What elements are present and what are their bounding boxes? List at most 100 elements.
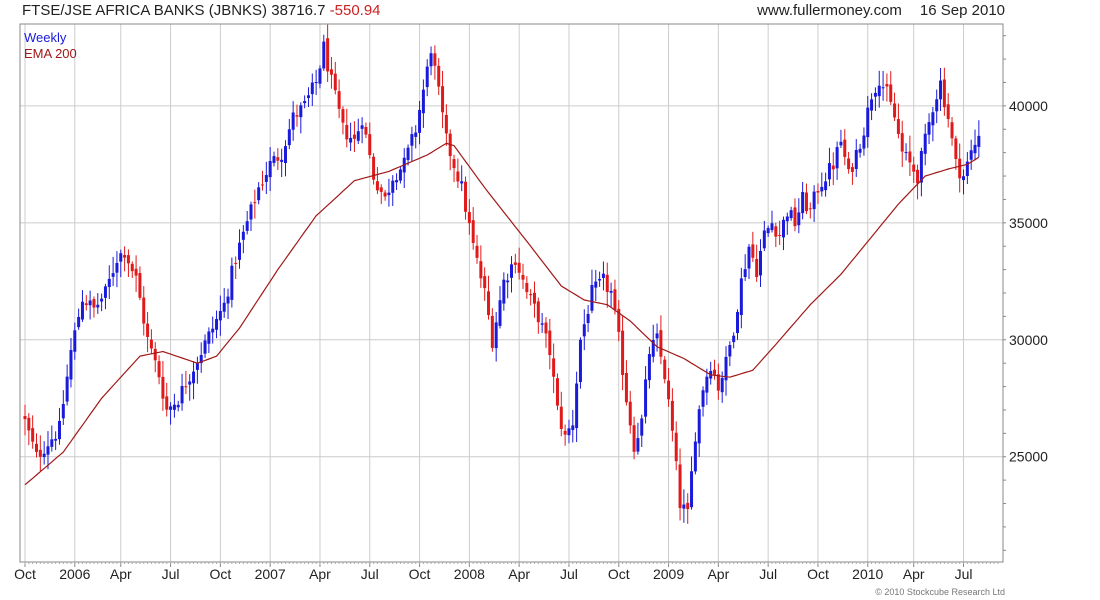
candle bbox=[873, 87, 877, 111]
candle bbox=[510, 256, 513, 293]
candle bbox=[552, 343, 556, 394]
candle bbox=[42, 441, 46, 465]
candle-body bbox=[950, 122, 954, 139]
candle bbox=[724, 346, 728, 396]
candle-body bbox=[395, 180, 399, 183]
site-link[interactable]: www.fullermoney.com bbox=[757, 2, 902, 19]
x-tick-label: Apr bbox=[707, 566, 729, 582]
candle-body bbox=[107, 278, 111, 288]
candle-body bbox=[667, 380, 671, 400]
candle-body bbox=[452, 159, 456, 169]
candle bbox=[138, 266, 142, 301]
y-tick-label: 30000 bbox=[1009, 332, 1048, 348]
candle-body bbox=[598, 278, 602, 281]
candle-body bbox=[410, 134, 414, 146]
candle-body bbox=[487, 291, 491, 316]
candle bbox=[188, 374, 192, 401]
candle-body bbox=[927, 122, 931, 135]
candle-body bbox=[502, 279, 506, 304]
x-tick-label: Jul bbox=[361, 566, 379, 582]
candle bbox=[123, 246, 127, 272]
candle bbox=[494, 312, 498, 362]
candle bbox=[870, 93, 874, 121]
candle-body bbox=[418, 109, 422, 133]
candle bbox=[797, 198, 801, 234]
candle-body bbox=[372, 156, 376, 180]
candle bbox=[693, 432, 697, 475]
x-tick-label: Oct bbox=[409, 566, 431, 582]
candle bbox=[789, 206, 793, 221]
candle bbox=[92, 296, 96, 318]
candle bbox=[854, 139, 858, 177]
candle bbox=[337, 79, 341, 119]
candle bbox=[900, 120, 904, 168]
candle-body bbox=[306, 95, 310, 99]
candle-body bbox=[758, 250, 762, 276]
candle bbox=[770, 210, 774, 233]
candle bbox=[559, 391, 563, 437]
candle-body bbox=[670, 400, 674, 431]
candle-body bbox=[962, 176, 966, 181]
candle bbox=[713, 359, 717, 380]
candle-body bbox=[444, 114, 448, 134]
candle-body bbox=[238, 242, 242, 260]
candle-body bbox=[678, 464, 682, 509]
candle bbox=[80, 290, 84, 322]
candle bbox=[939, 68, 943, 112]
candle-body bbox=[532, 292, 536, 304]
candle-body bbox=[153, 348, 157, 361]
candle bbox=[850, 163, 854, 185]
candle-body bbox=[322, 41, 326, 69]
candle-body bbox=[199, 354, 203, 364]
candle bbox=[387, 178, 391, 207]
candle-body bbox=[521, 274, 525, 280]
candle bbox=[38, 435, 42, 472]
candle bbox=[96, 293, 100, 314]
candle-body bbox=[843, 139, 847, 157]
candle-body bbox=[693, 441, 697, 472]
candle-body bbox=[755, 258, 759, 277]
candle bbox=[303, 95, 307, 109]
candle bbox=[283, 140, 287, 177]
candle-body bbox=[310, 82, 314, 95]
candle-body bbox=[172, 404, 176, 410]
candle-body bbox=[261, 184, 265, 186]
candle-body bbox=[916, 169, 920, 184]
candle bbox=[226, 288, 230, 319]
candle-body bbox=[241, 231, 245, 240]
candle-body bbox=[245, 221, 249, 231]
candle bbox=[180, 373, 184, 411]
candle bbox=[222, 288, 226, 318]
candle bbox=[490, 308, 494, 352]
candle-body bbox=[517, 262, 521, 273]
candle bbox=[670, 388, 674, 442]
x-tick-label: Jul bbox=[162, 566, 180, 582]
candle bbox=[402, 148, 406, 188]
candle-body bbox=[804, 192, 808, 212]
candle-body bbox=[498, 300, 502, 326]
candle bbox=[747, 244, 751, 280]
x-tick-label: Jul bbox=[955, 566, 973, 582]
candle bbox=[460, 165, 464, 192]
candle bbox=[318, 65, 322, 89]
candle-body bbox=[835, 147, 839, 169]
candle-body bbox=[149, 339, 153, 349]
candle bbox=[916, 164, 920, 200]
candle bbox=[238, 229, 242, 269]
y-tick-label: 25000 bbox=[1009, 449, 1048, 465]
candle bbox=[624, 360, 628, 406]
candle bbox=[245, 211, 249, 235]
candle-body bbox=[582, 324, 586, 337]
candle bbox=[34, 433, 38, 458]
candle-body bbox=[218, 311, 222, 321]
candle bbox=[326, 24, 330, 83]
candle bbox=[341, 106, 345, 135]
candle bbox=[487, 275, 491, 320]
candle bbox=[778, 220, 782, 245]
candle-body bbox=[513, 262, 517, 265]
candle-body bbox=[96, 304, 100, 308]
candle bbox=[54, 431, 58, 451]
candle-body bbox=[736, 311, 740, 334]
candle bbox=[544, 317, 548, 348]
candle-body bbox=[414, 132, 418, 137]
